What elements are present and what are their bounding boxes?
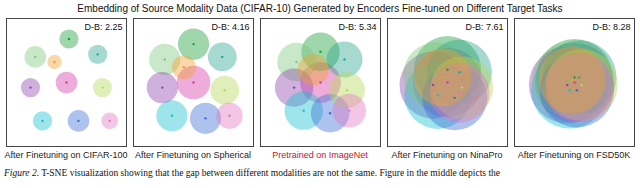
svg-text:D-B: 4.16: D-B: 4.16 (211, 22, 249, 32)
html-text:Figure 2. T-SNE visualization: Figure 2. T-SNE visualization showing th… (4, 168, 500, 178)
svg-text:D-B: 2.25: D-B: 2.25 (84, 22, 122, 32)
html-text:After Finetuning on CIFAR-100: After Finetuning on CIFAR-100 (4, 150, 128, 160)
html-text:After Finetuning on Spherical: After Finetuning on Spherical (135, 150, 251, 160)
html-text:After Finetuning on NinaPro: After Finetuning on NinaPro (391, 150, 503, 160)
svg-text:D-B: 5.34: D-B: 5.34 (338, 22, 376, 32)
html-text:Embedding of Source Modality D: Embedding of Source Modality Data (CIFAR… (77, 3, 563, 14)
html-text:After Finetuning on FSD50K: After Finetuning on FSD50K (517, 150, 631, 160)
svg-text:D-B: 8.28: D-B: 8.28 (592, 22, 630, 32)
svg-text:D-B: 7.61: D-B: 7.61 (465, 22, 503, 32)
html-text:Pretrained on ImageNet: Pretrained on ImageNet (272, 150, 368, 160)
